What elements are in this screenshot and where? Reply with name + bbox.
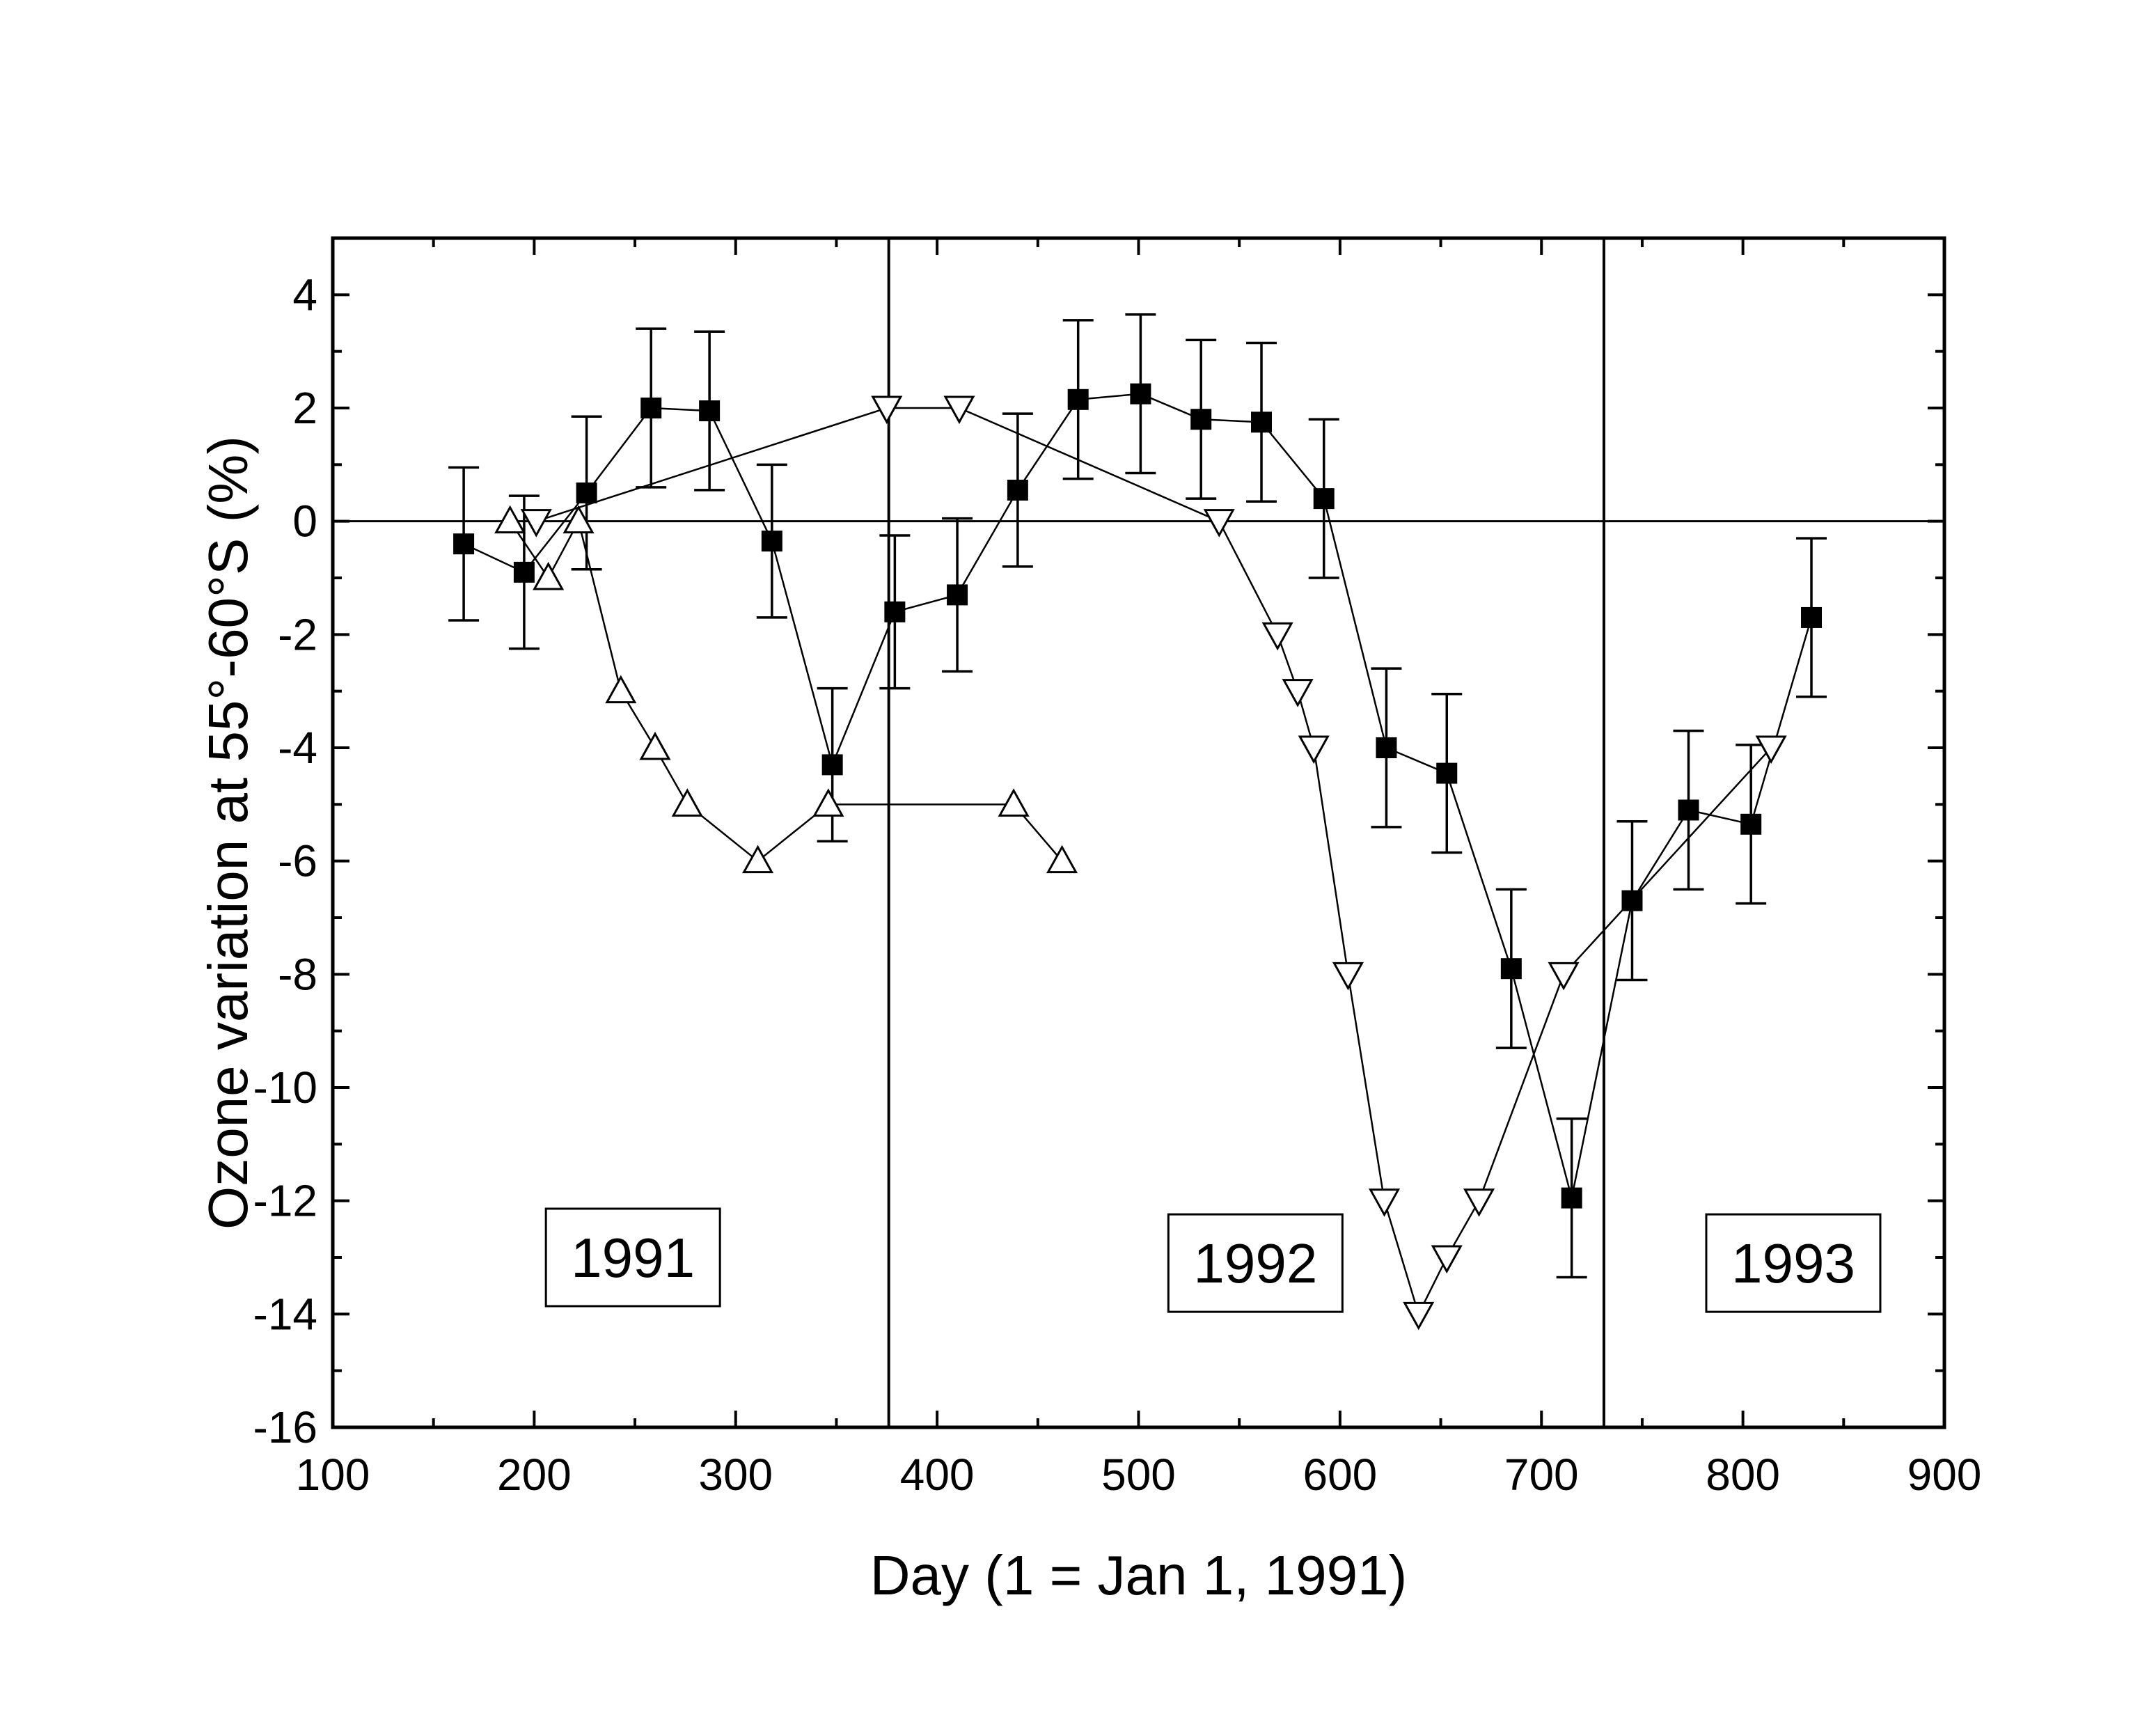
square-point <box>947 584 968 606</box>
triangle-down-point <box>1431 1245 1463 1274</box>
square-point <box>453 533 475 555</box>
triangle-up-point <box>605 675 637 704</box>
y-tick-label: -8 <box>278 949 317 999</box>
series-1-line <box>509 519 1063 863</box>
square-point <box>699 400 721 422</box>
square-point <box>1007 479 1028 501</box>
triangle-down-point <box>1368 1188 1401 1217</box>
x-tick-label: 600 <box>1303 1450 1377 1500</box>
x-axis-title: Day (1 = Jan 1, 1991) <box>870 1544 1408 1606</box>
triangle-down-point <box>1282 679 1314 707</box>
y-tick-label: 2 <box>292 383 317 433</box>
year-box-1993: 1993 <box>1705 1213 1882 1313</box>
square-point <box>1621 890 1643 911</box>
square-point <box>1436 762 1458 784</box>
triangle-up-point <box>671 788 703 817</box>
triangle-up-point <box>562 505 595 534</box>
square-point <box>1251 411 1273 433</box>
y-tick-label: 4 <box>292 269 317 320</box>
error-bars <box>448 313 1827 1279</box>
triangle-down-point <box>1755 735 1787 764</box>
triangle-up-point <box>998 788 1030 817</box>
series-2-line <box>535 407 1772 1317</box>
x-tick-label: 800 <box>1706 1450 1780 1500</box>
x-tick-label: 200 <box>497 1450 572 1500</box>
triangle-down-point <box>1548 962 1580 991</box>
year-box-frame <box>1705 1213 1882 1313</box>
y-tick-label: -2 <box>278 609 317 659</box>
square-point <box>1500 958 1522 980</box>
square-point <box>884 601 906 622</box>
year-box-1992: 1992 <box>1167 1213 1344 1313</box>
x-tick-label: 300 <box>698 1450 773 1500</box>
y-tick-label: -14 <box>253 1289 318 1339</box>
triangle-down-point <box>1403 1301 1435 1331</box>
year-box-label: 1992 <box>1193 1232 1317 1294</box>
triangle-up-point <box>639 731 671 760</box>
series-markers <box>453 383 1823 1331</box>
square-point <box>1313 488 1335 510</box>
triangle-up-point <box>742 845 774 874</box>
triangle-down-point <box>1298 735 1330 764</box>
year-box-1991: 1991 <box>544 1207 721 1308</box>
triangle-up-point <box>494 505 526 534</box>
y-tick-label: -4 <box>278 723 317 773</box>
x-tick-label: 700 <box>1504 1450 1579 1500</box>
square-point <box>1130 383 1151 405</box>
square-point <box>761 531 782 552</box>
y-axis-title: Ozone variation at 55°-60°S (%) <box>197 436 259 1230</box>
square-point <box>1067 389 1089 410</box>
triangle-down-point <box>1261 622 1293 651</box>
square-point <box>1376 737 1397 758</box>
triangle-up-point <box>812 788 844 817</box>
year-annotations: 1991 1992 1993 <box>544 1207 1882 1313</box>
series-lines <box>463 393 1813 1317</box>
square-point <box>1740 813 1762 835</box>
year-box-frame <box>1167 1213 1344 1313</box>
x-tick-label: 100 <box>296 1450 370 1500</box>
y-tick-label: -16 <box>253 1402 318 1452</box>
square-point <box>1190 409 1212 430</box>
triangle-down-point <box>1332 962 1364 991</box>
y-tick-label: -10 <box>253 1062 318 1113</box>
triangle-down-point <box>871 395 903 425</box>
series-0-line <box>463 393 1813 1198</box>
x-tick-label: 500 <box>1101 1450 1176 1500</box>
square-point <box>640 398 662 418</box>
triangle-down-point <box>943 395 975 425</box>
year-box-frame <box>544 1207 721 1308</box>
square-point <box>1678 799 1699 821</box>
square-point <box>576 483 597 503</box>
year-box-label: 1993 <box>1731 1232 1855 1294</box>
triangle-down-point <box>520 509 552 538</box>
year-box-label: 1991 <box>571 1227 695 1289</box>
y-tick-label: -6 <box>278 836 317 886</box>
tick-labels: 100 200 300 400 500 600 700 800 900 -16 -14 -12 -10 -… <box>253 269 1982 1500</box>
triangle-up-point <box>533 561 565 590</box>
square-point <box>1801 606 1823 628</box>
y-tick-label: 0 <box>292 496 317 547</box>
triangle-down-point <box>1203 509 1235 538</box>
x-tick-label: 900 <box>1907 1450 1982 1500</box>
reference-lines <box>333 238 1944 1427</box>
triangle-up-point <box>1046 845 1078 874</box>
x-tick-label: 400 <box>900 1450 975 1500</box>
square-point <box>513 561 535 583</box>
square-point <box>821 754 843 776</box>
square-point <box>1561 1187 1582 1209</box>
y-tick-label: -12 <box>253 1176 318 1226</box>
triangle-down-point <box>1463 1188 1495 1217</box>
axis-ticks <box>331 237 1946 1429</box>
